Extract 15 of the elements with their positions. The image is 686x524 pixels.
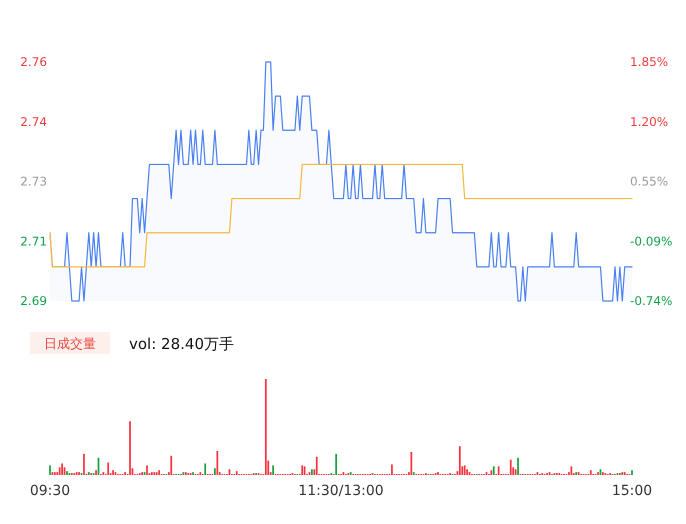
x-tick-label: 09:30 (30, 483, 70, 499)
chart-title: 日成交量 (44, 336, 96, 352)
text: vol: 28.40万手 (129, 335, 234, 353)
y2-tick-label: -0.74% (630, 294, 672, 308)
y-tick-label: 2.74 (20, 114, 47, 129)
x-tick-label: 15:00 (612, 483, 652, 499)
y-tick-label: 2.71 (20, 234, 47, 248)
y2-tick-label: 1.20% (630, 114, 668, 129)
y2-tick-label: -0.09% (630, 234, 672, 248)
y2-tick-label: 0.55% (630, 174, 668, 188)
y-tick-label: 2.73 (20, 174, 47, 188)
y2-tick-label: 1.85% (630, 55, 668, 69)
y-tick-label: 2.69 (20, 294, 47, 308)
y-tick-label: 2.76 (20, 55, 47, 69)
x-tick-label: 11:30/13:00 (298, 483, 384, 499)
